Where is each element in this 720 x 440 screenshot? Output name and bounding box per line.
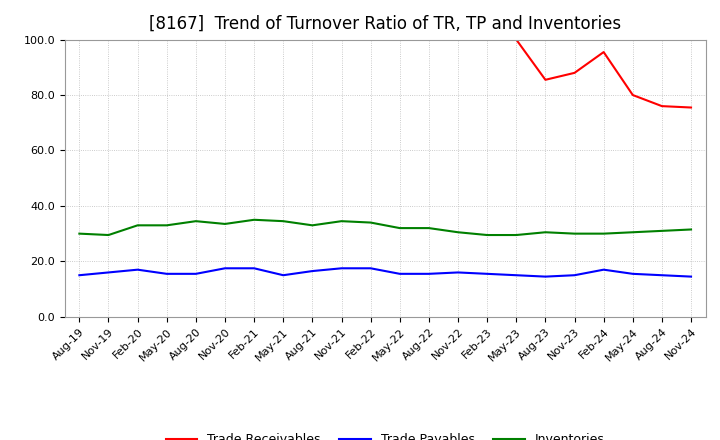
- Trade Receivables: [512, 37, 521, 42]
- Inventories: [629, 230, 637, 235]
- Inventories: [687, 227, 696, 232]
- Inventories: [483, 232, 492, 238]
- Inventories: [163, 223, 171, 228]
- Inventories: [308, 223, 317, 228]
- Inventories: [75, 231, 84, 236]
- Trade Payables: [133, 267, 142, 272]
- Line: Trade Receivables: Trade Receivables: [516, 40, 691, 107]
- Inventories: [454, 230, 462, 235]
- Trade Receivables: [687, 105, 696, 110]
- Trade Payables: [279, 272, 287, 278]
- Inventories: [133, 223, 142, 228]
- Trade Receivables: [541, 77, 550, 82]
- Legend: Trade Receivables, Trade Payables, Inventories: Trade Receivables, Trade Payables, Inven…: [161, 429, 610, 440]
- Inventories: [395, 225, 404, 231]
- Trade Payables: [337, 266, 346, 271]
- Trade Payables: [163, 271, 171, 276]
- Trade Payables: [570, 272, 579, 278]
- Line: Trade Payables: Trade Payables: [79, 268, 691, 277]
- Inventories: [657, 228, 666, 234]
- Trade Receivables: [657, 103, 666, 109]
- Trade Payables: [599, 267, 608, 272]
- Trade Payables: [104, 270, 113, 275]
- Trade Payables: [425, 271, 433, 276]
- Inventories: [279, 219, 287, 224]
- Trade Payables: [454, 270, 462, 275]
- Trade Payables: [657, 272, 666, 278]
- Inventories: [220, 221, 229, 227]
- Inventories: [541, 230, 550, 235]
- Inventories: [104, 232, 113, 238]
- Title: [8167]  Trend of Turnover Ratio of TR, TP and Inventories: [8167] Trend of Turnover Ratio of TR, TP…: [149, 15, 621, 33]
- Inventories: [250, 217, 258, 222]
- Trade Payables: [687, 274, 696, 279]
- Trade Payables: [192, 271, 200, 276]
- Trade Payables: [541, 274, 550, 279]
- Inventories: [366, 220, 375, 225]
- Trade Payables: [308, 268, 317, 274]
- Inventories: [599, 231, 608, 236]
- Trade Payables: [220, 266, 229, 271]
- Inventories: [192, 219, 200, 224]
- Trade Receivables: [599, 49, 608, 55]
- Inventories: [337, 219, 346, 224]
- Trade Payables: [366, 266, 375, 271]
- Inventories: [570, 231, 579, 236]
- Inventories: [512, 232, 521, 238]
- Line: Inventories: Inventories: [79, 220, 691, 235]
- Trade Payables: [512, 272, 521, 278]
- Trade Payables: [483, 271, 492, 276]
- Trade Payables: [75, 272, 84, 278]
- Trade Receivables: [570, 70, 579, 76]
- Trade Payables: [395, 271, 404, 276]
- Inventories: [425, 225, 433, 231]
- Trade Receivables: [629, 92, 637, 98]
- Trade Payables: [250, 266, 258, 271]
- Trade Payables: [629, 271, 637, 276]
